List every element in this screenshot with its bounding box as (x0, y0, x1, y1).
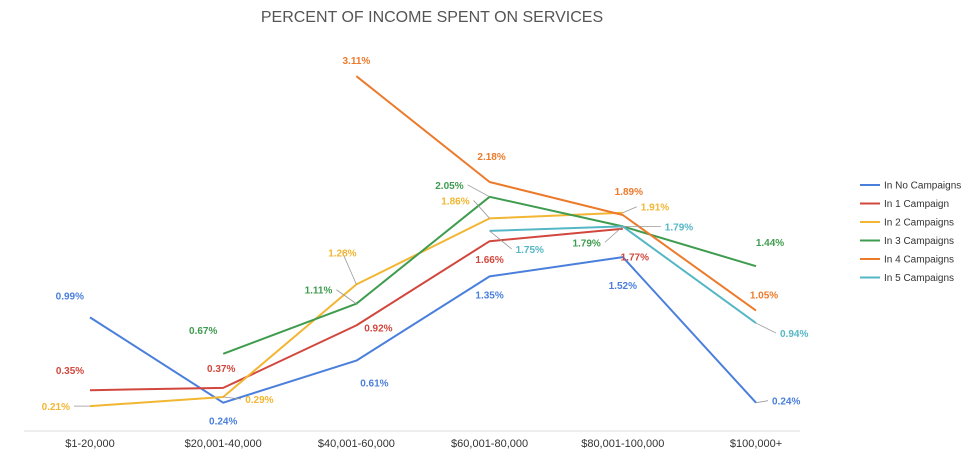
data-label: 1.05% (750, 291, 778, 302)
x-tick-label: $80,001-100,000 (581, 438, 664, 450)
label-leader (622, 206, 637, 214)
data-label: 0.35% (56, 366, 84, 377)
plot-area: 0.99% 0.24% 0.61% 1.35% 1.52% 0.24% 0.35% 0.37%… (42, 56, 809, 427)
data-label: 1.66% (475, 255, 503, 266)
data-label: 0.37% (207, 364, 235, 375)
legend-entry: In 3 Campaigns (884, 236, 954, 247)
legend: In No Campaigns In 1 Campaign In 2 Campaig… (860, 181, 961, 284)
label-leader (755, 400, 769, 404)
data-label: 0.99% (56, 291, 84, 302)
label-leader (467, 184, 490, 198)
data-label: 0.29% (245, 395, 273, 406)
legend-entry: In 5 Campaigns (884, 273, 954, 284)
data-label: 1.44% (756, 238, 784, 249)
label-leader (473, 200, 490, 219)
data-label: 0.67% (189, 326, 217, 337)
data-label: 1.11% (305, 286, 333, 297)
label-leader (223, 396, 242, 400)
data-label: 2.18% (477, 152, 505, 163)
data-label: 1.28% (328, 248, 356, 259)
data-label: 2.05% (435, 181, 463, 192)
data-label: 1.77% (621, 253, 649, 264)
series-line (355, 75, 757, 312)
label-leader (336, 289, 357, 305)
series-line (89, 227, 623, 392)
legend-entry: In 4 Campaigns (884, 255, 954, 266)
data-label: 1.75% (516, 245, 544, 256)
x-tick-label: $40,001-60,000 (318, 438, 395, 450)
data-label: 1.89% (615, 187, 643, 198)
data-label: 3.11% (342, 56, 370, 67)
legend-entry: In 1 Campaign (884, 199, 949, 210)
data-label: 0.92% (364, 323, 392, 334)
x-tick-label: $20,001-40,000 (185, 438, 262, 450)
data-label: 1.79% (572, 238, 600, 249)
data-label: 0.94% (780, 329, 808, 340)
label-leader (489, 230, 512, 250)
x-axis: $1-20,000 $20,001-40,000 $40,001-60,000 $60… (24, 430, 800, 450)
label-leader (755, 322, 777, 334)
chart-title: PERCENT OF INCOME SPENT ON SERVICES (261, 9, 603, 26)
label-leader (604, 226, 624, 243)
data-label: 0.61% (360, 379, 388, 390)
series-line (489, 225, 757, 324)
x-tick-label: $100,000+ (730, 438, 782, 450)
legend-entry: In 2 Campaigns (884, 218, 954, 229)
x-tick-label: $1-20,000 (65, 438, 115, 450)
label-leader (342, 252, 357, 285)
data-label: 1.86% (441, 196, 469, 207)
data-label: 0.24% (209, 417, 237, 428)
data-label: 1.35% (475, 290, 503, 301)
x-tick-label: $60,001-80,000 (451, 438, 528, 450)
data-label: 1.79% (665, 222, 693, 233)
data-label: 0.24% (772, 397, 800, 408)
data-label: 1.91% (641, 203, 669, 214)
legend-entry: In No Campaigns (884, 181, 961, 192)
series-line (89, 211, 623, 408)
data-label: 0.21% (42, 402, 70, 413)
data-label: 1.52% (609, 281, 637, 292)
